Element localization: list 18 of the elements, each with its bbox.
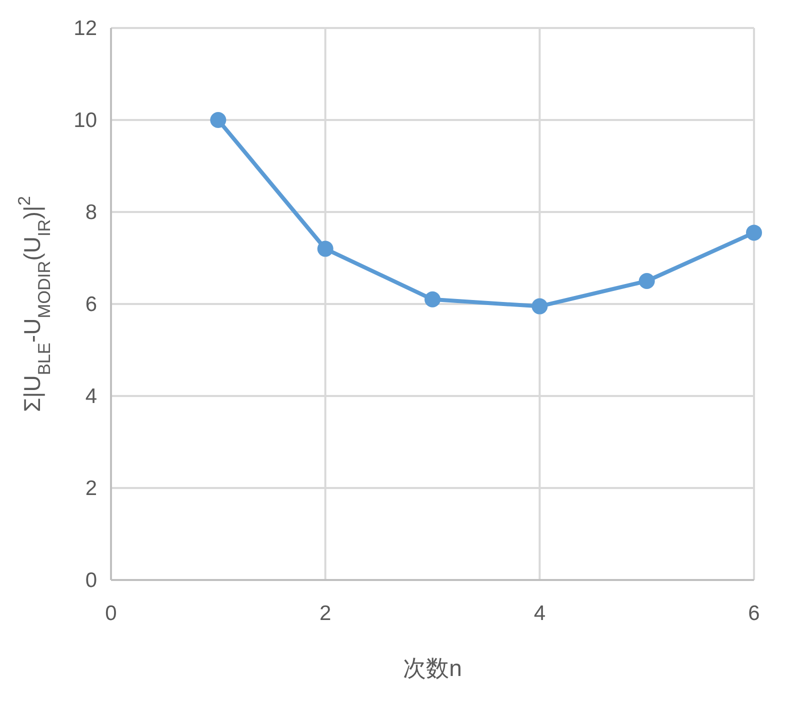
y-tick-label: 0 <box>85 569 97 592</box>
x-tick-label: 6 <box>748 602 760 625</box>
point <box>638 273 655 289</box>
point <box>532 298 548 314</box>
point <box>317 240 334 257</box>
x-axis-title: 次数n <box>403 655 462 681</box>
point <box>210 112 226 128</box>
y-tick-label: 12 <box>74 17 97 40</box>
point <box>746 224 762 241</box>
y-tick-label: 8 <box>85 201 97 224</box>
x-tick-label: 4 <box>534 602 546 625</box>
point <box>424 291 440 308</box>
y-tick-label: 2 <box>85 477 97 500</box>
y-tick-label: 10 <box>74 109 97 132</box>
y-tick-label: 4 <box>85 385 98 408</box>
y-tick-label: 6 <box>85 293 97 316</box>
x-tick-label: 0 <box>105 602 117 625</box>
x-tick-label: 2 <box>319 602 332 625</box>
